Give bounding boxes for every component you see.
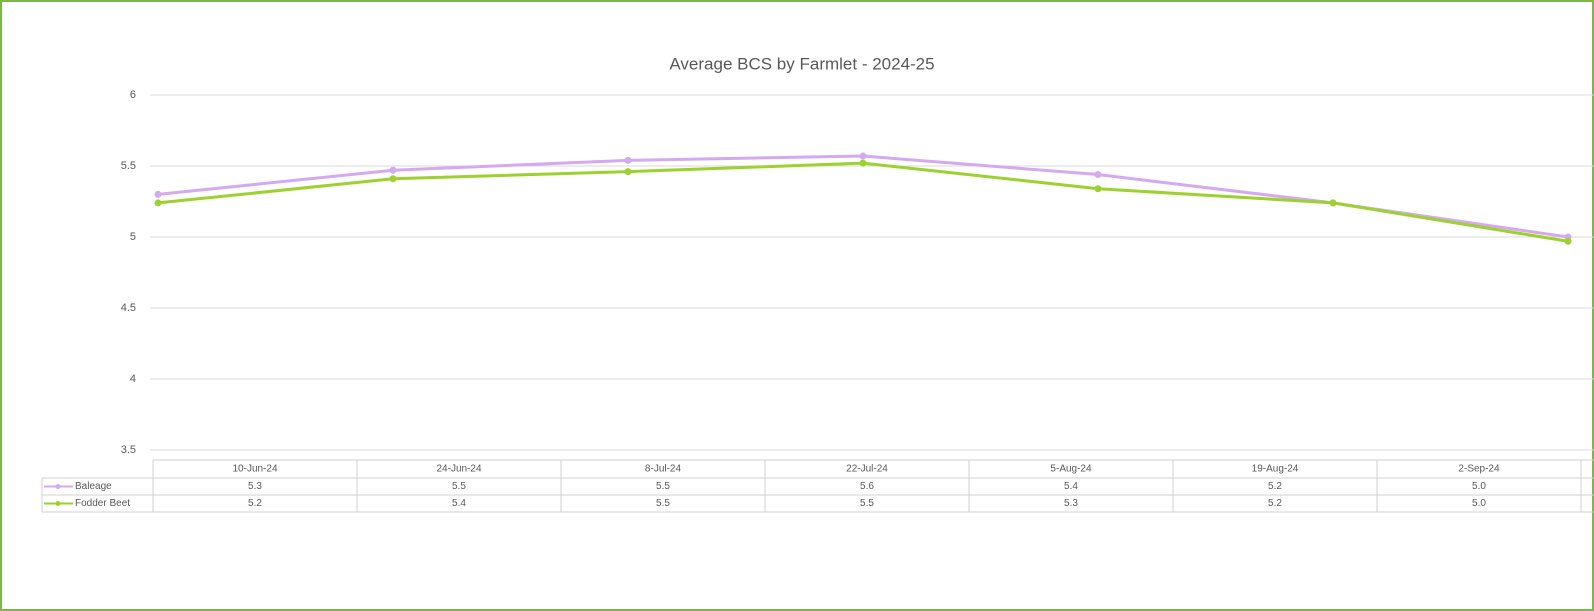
- data-label: 5.2: [248, 498, 262, 509]
- x-tick-label: 8-Jul-24: [645, 464, 682, 475]
- data-point: [389, 166, 397, 174]
- data-label: 5.5: [656, 481, 670, 492]
- y-tick-label: 4.5: [121, 302, 136, 314]
- x-tick-label: 19-Aug-24: [1252, 464, 1299, 475]
- data-label: 5.4: [452, 498, 466, 509]
- y-tick-label: 4: [130, 373, 136, 385]
- y-tick-label: 5: [130, 231, 136, 243]
- x-tick-label: 22-Jul-24: [846, 464, 888, 475]
- data-label: 5.0: [1472, 481, 1486, 492]
- data-point: [389, 175, 397, 183]
- y-tick-label: 5.5: [121, 160, 136, 172]
- data-point: [154, 190, 162, 198]
- chart-title: Average BCS by Farmlet - 2024-25: [669, 54, 934, 73]
- data-point: [1329, 199, 1337, 207]
- x-tick-label: 24-Jun-24: [436, 464, 481, 475]
- data-label: 5.5: [656, 498, 670, 509]
- y-tick-label: 3.5: [121, 444, 136, 456]
- data-label: 5.6: [860, 481, 874, 492]
- data-label: 5.5: [860, 498, 874, 509]
- data-point: [859, 152, 867, 160]
- data-label: 5.2: [1268, 481, 1282, 492]
- data-point: [624, 168, 632, 176]
- legend-label: Fodder Beet: [75, 498, 130, 509]
- data-point: [1094, 185, 1102, 193]
- y-tick-label: 6: [130, 89, 136, 101]
- data-label: 5.3: [1064, 498, 1078, 509]
- legend-label: Baleage: [75, 481, 112, 492]
- data-label: 5.3: [248, 481, 262, 492]
- x-tick-label: 10-Jun-24: [232, 464, 277, 475]
- x-tick-label: 2-Sep-24: [1458, 464, 1500, 475]
- data-point: [154, 199, 162, 207]
- data-label: 5.0: [1472, 498, 1486, 509]
- legend-marker: [55, 484, 61, 489]
- legend-marker: [55, 501, 61, 506]
- data-label: 5.5: [452, 481, 466, 492]
- data-label: 5.2: [1268, 498, 1282, 509]
- data-label: 5.4: [1064, 481, 1078, 492]
- x-tick-label: 5-Aug-24: [1050, 464, 1092, 475]
- data-point: [624, 156, 632, 164]
- data-point: [859, 159, 867, 167]
- data-point: [1564, 237, 1572, 245]
- data-point: [1094, 171, 1102, 179]
